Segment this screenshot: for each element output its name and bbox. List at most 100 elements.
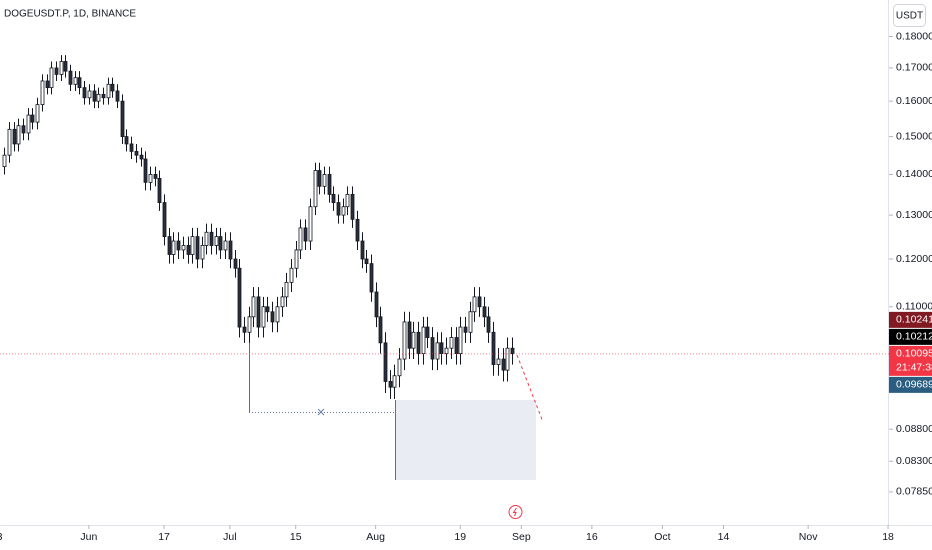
candle-body xyxy=(275,306,280,323)
event-icon[interactable] xyxy=(508,505,523,519)
x-tick-label: 18 xyxy=(882,531,894,543)
candle-body xyxy=(214,236,219,246)
candle-body xyxy=(463,326,468,333)
candle-body xyxy=(143,158,148,183)
candle-body xyxy=(251,296,256,318)
currency-button[interactable] xyxy=(893,4,926,27)
x-tick-label: 15 xyxy=(290,531,302,543)
candle-body xyxy=(40,80,45,106)
candle-body xyxy=(336,202,341,216)
candle-body xyxy=(45,80,50,89)
candle-body xyxy=(176,240,181,251)
candle-body xyxy=(360,240,365,260)
candle-body xyxy=(242,326,247,333)
candle-body xyxy=(124,136,129,145)
candle-body xyxy=(435,342,440,360)
y-tick-label: 0.14000 xyxy=(896,168,932,180)
candle-body xyxy=(468,311,473,333)
candle-body xyxy=(186,245,191,255)
y-tick-label: 0.08800 xyxy=(896,423,932,435)
price-badge xyxy=(889,376,932,393)
x-tick-label: 16 xyxy=(586,531,598,543)
x-tick-label: Oct xyxy=(654,531,670,543)
candle-body xyxy=(49,67,54,89)
y-tick-label: 0.11000 xyxy=(896,301,932,313)
marks xyxy=(0,55,889,399)
x-tick-label: Sep xyxy=(512,531,531,543)
price-badge-label: 0.09689 xyxy=(896,379,932,391)
candle-body xyxy=(345,193,350,208)
candle-body xyxy=(139,154,144,160)
candle-body xyxy=(68,70,73,85)
candle-body xyxy=(63,61,68,72)
candle-body xyxy=(171,240,176,255)
candle-body xyxy=(59,61,64,75)
candle-body xyxy=(148,174,153,183)
candle-body xyxy=(77,77,82,89)
candle-body xyxy=(82,87,87,99)
candle-body xyxy=(458,326,463,354)
candle-body xyxy=(16,125,21,145)
candle-body xyxy=(54,67,59,75)
candle-body xyxy=(96,93,101,102)
candle-body xyxy=(280,296,285,308)
price-badge-label: 0.10212 xyxy=(896,331,932,343)
candle-body xyxy=(482,306,487,318)
candle-body xyxy=(270,311,275,323)
candle-body xyxy=(355,218,360,242)
candle-body xyxy=(190,236,195,255)
price-badge xyxy=(889,328,932,345)
candle-body xyxy=(223,240,228,251)
candle-body xyxy=(421,326,426,354)
candle-body xyxy=(322,174,327,187)
candle-body xyxy=(12,128,17,145)
candle-body xyxy=(294,249,299,269)
candle-body xyxy=(369,263,374,293)
candle-body xyxy=(472,296,477,313)
candle-body xyxy=(416,331,421,354)
x-tick-label: Aug xyxy=(366,531,385,543)
y-tick-label: 0.18000 xyxy=(896,30,932,42)
candle-body xyxy=(313,170,318,208)
candle-body xyxy=(30,114,35,123)
candle-body xyxy=(134,151,139,156)
candle-body xyxy=(256,296,261,328)
candle-body xyxy=(430,337,435,360)
candle-body xyxy=(491,331,496,365)
candle-body xyxy=(228,240,233,260)
candle-body xyxy=(35,104,40,123)
candle-body xyxy=(350,193,355,220)
y-tick-label: 0.08300 xyxy=(896,455,932,467)
candle-body xyxy=(378,316,383,344)
candle-body xyxy=(289,267,294,283)
candle-body xyxy=(87,90,92,99)
candle-body xyxy=(129,143,134,152)
candle-body xyxy=(397,358,402,377)
candle-body xyxy=(106,83,111,99)
y-tick-label: 0.16000 xyxy=(896,95,932,107)
price-badge xyxy=(889,311,932,328)
candle-body xyxy=(407,321,412,349)
candle-body xyxy=(411,331,416,349)
candle-body xyxy=(383,342,388,382)
x-tick-label: 14 xyxy=(718,531,730,543)
candle-body xyxy=(501,358,506,371)
candle-body xyxy=(181,245,186,251)
event-icon-bolt xyxy=(512,507,517,517)
x-tick-label: Nov xyxy=(799,531,818,543)
drawing-marker xyxy=(317,408,325,416)
candle-body xyxy=(374,291,379,318)
candle-body xyxy=(454,337,459,354)
candle-body xyxy=(449,337,454,349)
candle-body xyxy=(120,100,125,137)
candle-body xyxy=(7,128,12,156)
y-tick-label: 0.13000 xyxy=(896,209,932,221)
y-tick-label: 0.12000 xyxy=(896,253,932,265)
currency-label[interactable]: USDT xyxy=(896,11,923,22)
price-badge-label: 0.10241 xyxy=(896,314,932,326)
candle-body xyxy=(308,206,313,242)
candle-body xyxy=(505,347,510,371)
candle-body xyxy=(439,342,444,354)
candle-body xyxy=(341,206,346,216)
